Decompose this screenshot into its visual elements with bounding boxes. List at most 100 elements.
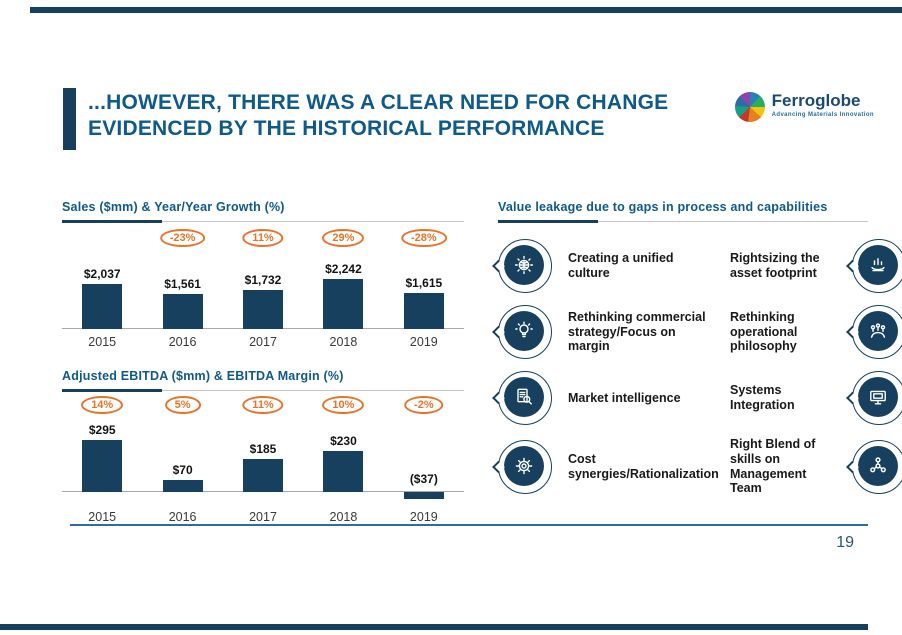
- badge-notch: [846, 391, 859, 405]
- people-arch-icon-core: [858, 311, 898, 351]
- year-label: 2019: [409, 510, 438, 524]
- leakage-item-label: Market intelligence: [568, 390, 681, 405]
- brand-tagline: Advancing Materials Innovation: [771, 112, 874, 118]
- badge-notch: [846, 259, 859, 273]
- badge-notch: [492, 325, 505, 339]
- globe-culture-icon-core: [504, 245, 544, 285]
- badge-notch: [492, 460, 505, 473]
- section-rule: [498, 218, 868, 223]
- year-label: 2018: [329, 510, 358, 524]
- bar-value-label: $185: [249, 442, 277, 456]
- footer-divider: [70, 524, 868, 526]
- bar-2015: [82, 284, 123, 329]
- growth-badge-2017: 11%: [242, 229, 284, 247]
- bar-value-label: $70: [172, 463, 193, 477]
- growth-badge-2016: -23%: [159, 229, 206, 247]
- leakage-item-label: Right Blend of skills on Management Team: [730, 437, 816, 496]
- team-network-icon: [846, 439, 902, 494]
- charts-column: Sales ($mm) & Year/Year Growth (%) $2,03…: [62, 200, 464, 528]
- chart-column-2017: 11% $185 2017: [223, 396, 303, 528]
- gear-synergies-icon-core: [504, 445, 544, 486]
- section-rule-accent: [62, 219, 162, 223]
- bar-value-label: $2,037: [83, 267, 121, 281]
- section-rule-accent: [498, 219, 598, 223]
- lightbulb-strategy-icon: [492, 305, 552, 359]
- chart-column-2015: $2,037 2015: [62, 229, 142, 357]
- bar-2019: [403, 492, 444, 499]
- ebitda-chart-title: Adjusted EBITDA ($mm) & EBITDA Margin (%…: [62, 369, 344, 383]
- sales-bar-chart: $2,037 2015 -23% $1,561 2016 11% $1,732 2017 29%…: [62, 229, 464, 357]
- year-label: 2017: [249, 335, 277, 349]
- badge-notch: [846, 460, 859, 473]
- monitor-systems-icon: [846, 371, 902, 425]
- bar-value-label: $1,615: [405, 276, 443, 290]
- people-arch-icon: [846, 305, 902, 359]
- leakage-item-label: Rightsizing the asset footprint: [730, 251, 820, 280]
- year-label: 2018: [329, 335, 358, 349]
- chart-column-2015: 14% $295 2015: [62, 396, 142, 528]
- growth-badge-2018: 10%: [322, 396, 365, 414]
- growth-badge-2016: 5%: [164, 396, 201, 414]
- year-label: 2016: [168, 335, 197, 349]
- leakage-item-label: Creating a unified culture: [568, 251, 674, 280]
- value-leakage-title: Value leakage due to gaps in process and…: [498, 200, 828, 214]
- bar-2018: [323, 451, 364, 492]
- bar-value-label: $230: [330, 434, 357, 448]
- title-accent-bar: [63, 88, 76, 150]
- value-leakage-grid: Creating a unified culture Rightsizing th…: [492, 239, 902, 496]
- bar-2016: [162, 294, 203, 329]
- chart-column-2018: 29% $2,242 2018: [303, 229, 383, 357]
- section-rule: [62, 387, 464, 392]
- sales-chart-section: Sales ($mm) & Year/Year Growth (%) $2,03…: [62, 200, 464, 357]
- page-title-line1: ...HOWEVER, THERE WAS A CLEAR NEED FOR C…: [88, 91, 669, 114]
- brand-name: Ferroglobe: [771, 91, 861, 110]
- slide-header: ...HOWEVER, THERE WAS A CLEAR NEED FOR C…: [63, 88, 668, 150]
- lightbulb-strategy-icon-core: [504, 311, 544, 351]
- hand-chart-icon: [846, 239, 902, 293]
- bar-value-label: $1,732: [244, 273, 282, 287]
- ebitda-chart-section: Adjusted EBITDA ($mm) & EBITDA Margin (%…: [62, 369, 464, 528]
- company-logo: Ferroglobe Advancing Materials Innovatio…: [734, 91, 874, 122]
- bottom-decorative-strip: [0, 624, 868, 630]
- leakage-item-label: Rethinking operational philosophy: [730, 309, 798, 354]
- year-label: 2015: [88, 335, 117, 349]
- year-label: 2016: [168, 510, 197, 524]
- growth-badge-2019: -2%: [404, 396, 444, 414]
- chart-column-2016: -23% $1,561 2016: [142, 229, 222, 357]
- team-network-icon-core: [858, 445, 898, 486]
- chart-column-2016: 5% $70 2016: [142, 396, 222, 528]
- sales-chart-title: Sales ($mm) & Year/Year Growth (%): [62, 200, 285, 214]
- bar-2017: [243, 290, 284, 329]
- monitor-systems-icon-core: [858, 377, 898, 417]
- bar-2017: [243, 459, 284, 492]
- top-decorative-strip: [30, 7, 902, 13]
- chart-column-2017: 11% $1,732 2017: [223, 229, 303, 357]
- document-magnifier-icon: [492, 371, 552, 425]
- leakage-item-label: Systems Integration: [730, 383, 795, 412]
- bar-2019: [403, 293, 444, 329]
- growth-badge-2015: 14%: [81, 396, 124, 414]
- globe-culture-icon: [492, 239, 552, 293]
- gear-synergies-icon: [492, 439, 552, 494]
- year-label: 2019: [409, 335, 438, 349]
- badge-notch: [492, 391, 505, 405]
- chart-column-2019: -2% ($37) 2019: [384, 396, 464, 528]
- badge-notch: [492, 259, 505, 273]
- bar-2016: [162, 480, 203, 492]
- growth-badge-2018: 29%: [322, 229, 365, 247]
- growth-badge-2019: -28%: [400, 229, 447, 247]
- year-label: 2017: [249, 510, 277, 524]
- section-rule-accent: [62, 388, 162, 392]
- document-magnifier-icon-core: [504, 377, 544, 417]
- bar-value-label: $1,561: [164, 277, 201, 291]
- growth-badge-2017: 11%: [242, 396, 284, 414]
- bar-2018: [323, 279, 364, 329]
- leakage-item-label: Rethinking commercial strategy/Focus on …: [568, 309, 706, 354]
- badge-notch: [846, 325, 859, 339]
- globe-logo-icon: [734, 92, 765, 122]
- value-leakage-panel: Value leakage due to gaps in process and…: [492, 200, 902, 496]
- bar-value-label: $2,242: [325, 262, 362, 276]
- leakage-item-label: Cost synergies/Rationalization: [568, 451, 719, 481]
- bar-2015: [82, 440, 123, 492]
